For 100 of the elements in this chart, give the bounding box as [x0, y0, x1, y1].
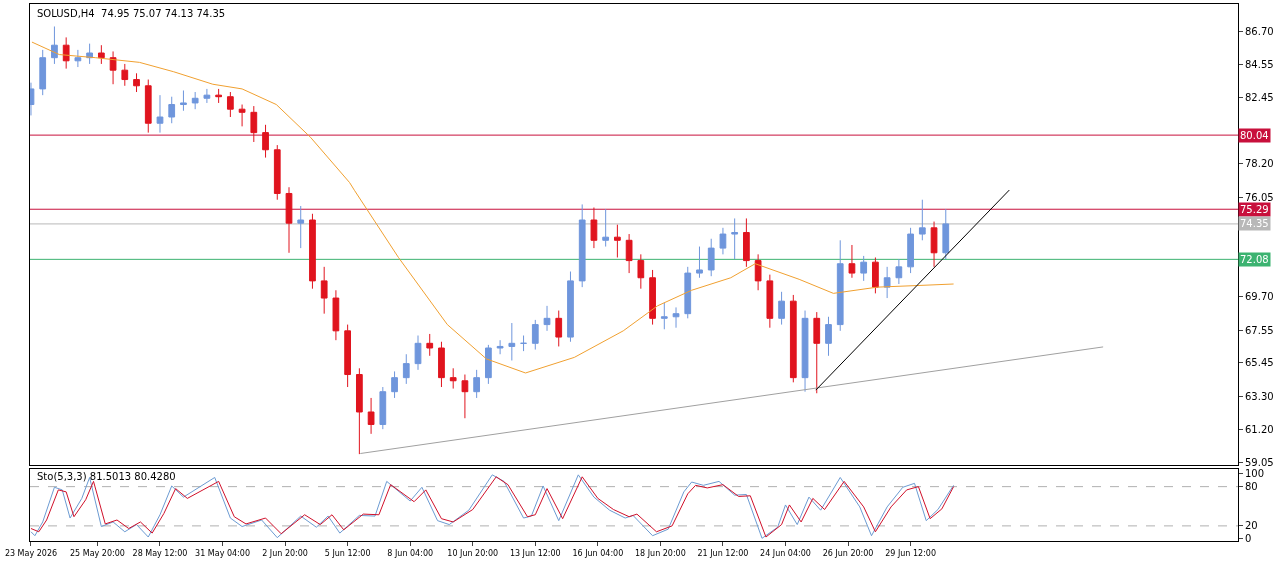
candlestick [97, 44, 105, 65]
candlestick [754, 253, 762, 291]
candlestick [625, 233, 633, 274]
y-tick-label: 76.05 [1245, 191, 1274, 203]
candlestick [449, 367, 457, 390]
chart-title: Sto(5,3,3) 81.5013 80.4280 [37, 471, 176, 482]
candlestick [203, 88, 211, 104]
candlestick [180, 89, 187, 112]
y-tick-label: 61.20 [1245, 423, 1274, 435]
candlestick [379, 386, 387, 430]
candlestick [461, 374, 469, 419]
candlestick [250, 105, 258, 143]
ref-line-label: 74.35 [1240, 218, 1269, 229]
candlestick [355, 367, 363, 455]
candlestick [320, 266, 328, 315]
candlestick [402, 353, 410, 385]
candlestick [496, 339, 504, 355]
candlestick [743, 217, 750, 268]
x-tick-label: 23 May 2026 [4, 548, 58, 558]
candlestick [144, 79, 152, 134]
candlestick [930, 221, 938, 268]
x-tick-label: 28 May 12:00 [132, 548, 188, 558]
y-tick-label: 100 [1245, 468, 1265, 480]
x-tick-label: 21 Jun 12:00 [697, 548, 749, 558]
x-tick-label: 5 Jun 12:00 [324, 548, 371, 558]
line-series [31, 41, 955, 374]
candlestick [51, 25, 58, 65]
x-tick-label: 18 Jun 20:00 [634, 548, 686, 558]
candlestick [813, 311, 821, 394]
candlestick [215, 88, 222, 104]
candlestick [907, 227, 914, 274]
candlestick [238, 104, 246, 127]
candlestick [74, 49, 82, 68]
candlestick [719, 227, 727, 255]
y-tick-label: 20 [1245, 520, 1258, 532]
candlestick [590, 207, 598, 249]
candlestick [133, 72, 140, 93]
candlestick [731, 217, 739, 260]
ref-line-label: 75.29 [1240, 204, 1269, 215]
candlestick [508, 322, 516, 361]
y-tick-label: 0 [1245, 533, 1252, 545]
candlestick [555, 310, 563, 347]
x-tick-label: 29 Jun 12:00 [885, 548, 936, 558]
candlestick [918, 199, 926, 241]
x-tick-label: 26 Jun 20:00 [822, 548, 874, 558]
candlestick [168, 96, 176, 124]
candlestick [942, 208, 950, 260]
candlestick [660, 302, 668, 330]
x-tick-label: 16 Jun 04:00 [572, 548, 624, 558]
candlestick [602, 208, 610, 248]
candlestick [367, 397, 375, 435]
x-tick-label: 13 Jun 12:00 [509, 548, 561, 558]
candlestick [156, 94, 164, 134]
y-tick-label: 86.70 [1245, 25, 1274, 37]
candlestick [825, 316, 832, 357]
y-tick-label: 78.20 [1245, 158, 1274, 170]
candlestick [637, 253, 645, 290]
candlestick [778, 291, 785, 326]
candlestick [801, 310, 809, 393]
candlestick [309, 213, 316, 290]
candlestick [485, 344, 492, 385]
candlestick [672, 306, 680, 329]
x-tick-label: 10 Jun 20:00 [447, 548, 499, 558]
candlestick [191, 91, 199, 110]
y-tick-label: 63.30 [1245, 390, 1274, 402]
y-tick-label: 84.55 [1245, 59, 1274, 71]
candlestick [836, 239, 844, 332]
candlestick [567, 271, 574, 343]
candlestick [414, 335, 422, 371]
candlestick [895, 258, 903, 285]
candlestick [344, 324, 352, 388]
candlestick [297, 205, 305, 249]
candlestick [62, 36, 70, 70]
ref-line-label: 72.08 [1240, 254, 1269, 265]
y-tick-label: 65.45 [1245, 357, 1274, 369]
candlestick [426, 333, 434, 357]
candlestick [649, 269, 656, 326]
x-tick-label: 31 May 04:00 [195, 548, 250, 558]
candlestick [226, 91, 234, 118]
candlestick [262, 124, 269, 159]
candlestick [121, 63, 129, 87]
candlestick [578, 203, 586, 288]
y-tick-label: 80 [1245, 481, 1258, 493]
candlestick [391, 370, 398, 399]
candlestick [766, 274, 774, 329]
candlestick [872, 256, 879, 294]
candlestick [696, 246, 703, 279]
candlestick [860, 255, 868, 282]
candlestick [848, 244, 856, 279]
candlestick [684, 266, 692, 319]
x-tick-label: 2 Jun 20:00 [262, 548, 308, 558]
ref-line-label: 80.04 [1240, 130, 1269, 141]
chart-title: SOLUSD,H4 74.95 75.07 74.13 74.35 [37, 8, 226, 19]
x-tick-label: 25 May 20:00 [70, 548, 125, 558]
y-tick-label: 82.45 [1245, 91, 1274, 103]
candlestick [473, 369, 481, 399]
candlestick [520, 335, 527, 352]
y-tick-label: 59.05 [1245, 457, 1274, 469]
candlestick [438, 341, 445, 388]
candlestick [285, 186, 293, 254]
